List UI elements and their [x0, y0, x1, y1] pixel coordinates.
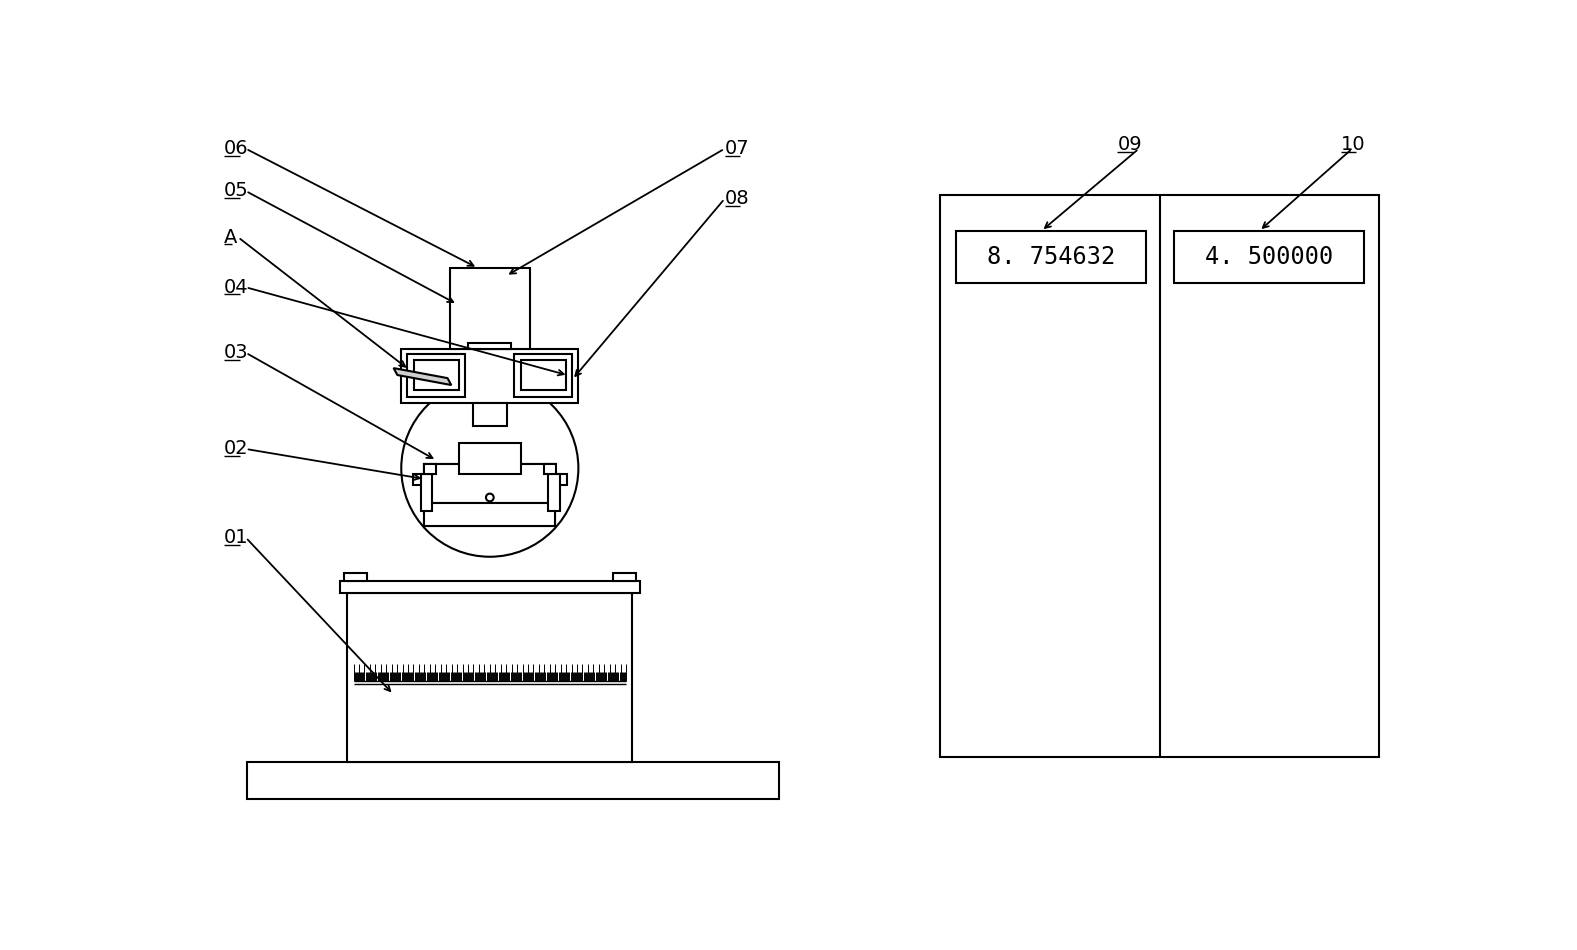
Bar: [449, 268, 530, 349]
Text: 10: 10: [1340, 135, 1366, 154]
Bar: [520, 360, 566, 390]
Text: 8. 754632: 8. 754632: [987, 245, 1115, 269]
Text: 06: 06: [224, 139, 249, 158]
Bar: [613, 573, 636, 580]
Bar: [956, 231, 1146, 283]
Circle shape: [486, 494, 494, 502]
Text: 02: 02: [224, 440, 249, 459]
Text: 01: 01: [224, 528, 249, 547]
Bar: [339, 580, 640, 593]
Bar: [413, 360, 459, 390]
Bar: [407, 354, 465, 396]
Bar: [248, 762, 779, 799]
Bar: [468, 343, 511, 349]
Text: 4. 500000: 4. 500000: [1205, 245, 1333, 269]
Bar: [473, 403, 506, 426]
Bar: [424, 465, 435, 474]
Bar: [401, 349, 579, 403]
Text: 08: 08: [725, 189, 749, 208]
Bar: [514, 354, 572, 396]
Bar: [413, 474, 566, 485]
Bar: [424, 465, 555, 506]
Text: 04: 04: [224, 277, 249, 296]
Text: 09: 09: [1118, 135, 1142, 154]
Text: 05: 05: [224, 181, 249, 200]
Bar: [1173, 231, 1364, 283]
Bar: [347, 593, 632, 762]
Bar: [549, 474, 560, 510]
Bar: [459, 443, 520, 474]
Bar: [544, 465, 557, 474]
Text: 03: 03: [224, 343, 249, 362]
Polygon shape: [394, 368, 451, 385]
Bar: [940, 195, 1380, 757]
Text: A: A: [224, 228, 238, 247]
Bar: [424, 503, 555, 526]
Bar: [424, 465, 555, 506]
Text: 07: 07: [725, 139, 749, 158]
Bar: [344, 573, 366, 580]
Bar: [421, 474, 432, 510]
Bar: [424, 503, 555, 526]
